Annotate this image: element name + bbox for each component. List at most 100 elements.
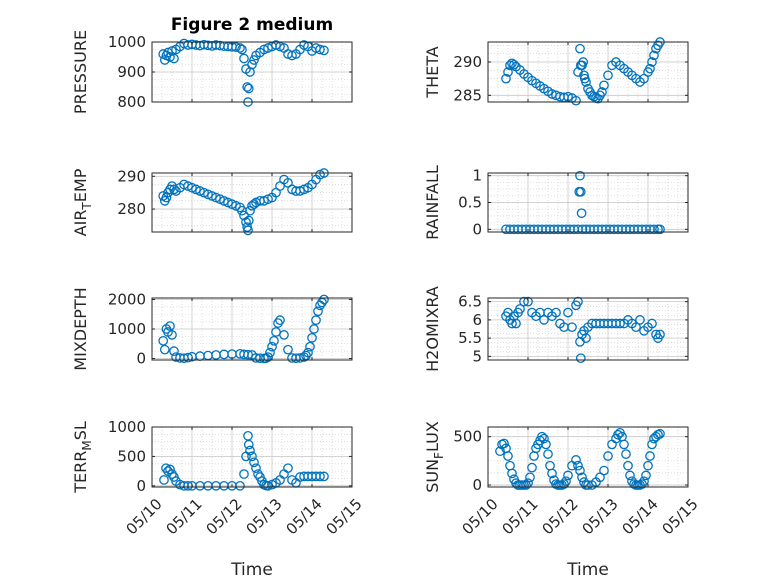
x-tick-label: 05/11 [162,495,205,538]
y-axis-label-part: MIXDEPTH [71,287,90,370]
data-point [167,469,177,479]
y-axis-label-part: THETA [423,46,442,98]
x-tick-label: 05/11 [498,495,541,538]
subplot-6: 55.566.5 H2OMIXRA [423,286,689,372]
data-point [575,186,586,197]
y-axis-label-part: T [80,202,94,211]
data-point [247,59,257,70]
x-tick-label: 05/13 [242,495,285,538]
data-point [239,53,249,64]
data-point [541,439,551,450]
data-point [527,462,537,473]
data-point [573,460,583,471]
data-point [599,80,609,91]
subplot-4: 0 0.5 1 RAINFALL [423,165,689,240]
y-tick-label: 0 [472,476,482,494]
y-axis-label-part: PRESSURE [71,30,90,114]
data-point [235,480,245,491]
data-point [539,315,549,325]
data-point [507,468,517,479]
data-point [573,296,583,307]
data-point [243,349,253,360]
data-point [243,439,254,450]
data-point [237,44,247,55]
data-point [279,330,289,340]
data-point [655,224,665,235]
data-point [511,318,521,329]
data-point [309,324,319,334]
data-point [581,77,591,87]
y-axis-label-part: AIR [71,210,90,237]
x-tick-label: 05/10 [458,495,501,538]
data-point [239,469,249,479]
data-point [305,341,315,352]
data-point [623,460,633,471]
data-point [165,464,175,475]
data-point [167,330,177,340]
y-tick-label: 285 [453,86,482,104]
y-axis-label-part: F [432,452,446,459]
data-point [509,59,519,70]
data-point [507,318,517,329]
data-point [169,53,179,64]
data-point [295,353,305,363]
data-point [577,472,587,483]
data-point [575,170,585,181]
y-tick-label: 5.5 [458,329,482,347]
data-point [575,465,585,476]
data-point [495,446,505,457]
y-axis-label-part: RAINFALL [423,165,442,240]
y-axis-label: H2OMIXRA [423,286,442,372]
data-point [275,315,285,325]
data-point [523,296,533,307]
data-point [165,321,175,331]
y-axis-label: MIXDEPTH [71,287,90,370]
data-point [319,471,329,482]
y-tick-label: 0 [472,220,482,238]
y-tick-label: 900 [117,63,146,81]
y-tick-label: 2000 [108,290,146,308]
data-point [169,184,179,195]
data-point [635,315,645,325]
y-tick-label: 1000 [108,418,146,436]
data-point [603,70,613,81]
data-point [637,479,647,489]
data-point [515,304,525,314]
data-point [243,83,254,94]
subplot-2: 285 290 THETA [423,37,689,106]
data-point [578,57,589,67]
data-point [315,44,325,55]
data-point [311,315,321,325]
data-point [639,476,649,487]
data-point [313,306,323,317]
x-tick-label: 05/15 [658,495,701,538]
y-tick-label: 6 [472,311,482,329]
y-tick-label: 5 [472,347,482,365]
data-point [631,322,641,333]
data-point [235,43,245,53]
data-point [567,322,577,333]
data-point [655,428,665,439]
data-point [231,42,241,52]
data-point [539,433,549,444]
y-tick-label: 6.5 [458,293,482,311]
y-tick-label: 0 [136,477,146,495]
y-tick-label: 1000 [108,33,146,51]
y-axis-label: THETA [423,46,442,98]
data-point [577,224,588,235]
data-point [647,57,657,67]
y-axis-label: TERRMSL [71,421,94,494]
data-point [319,45,329,56]
data-point [643,460,653,471]
data-point [571,455,581,465]
data-point [267,341,277,352]
data-point [159,344,170,355]
y-tick-label: 500 [453,428,482,446]
data-point [265,347,275,358]
data-point [649,224,659,235]
y-tick-label: 1000 [108,320,146,338]
data-point [525,472,535,483]
subplot-1: 800 900 1000 PRESSURE [71,30,353,114]
y-axis-label-part: SUN [423,459,442,493]
